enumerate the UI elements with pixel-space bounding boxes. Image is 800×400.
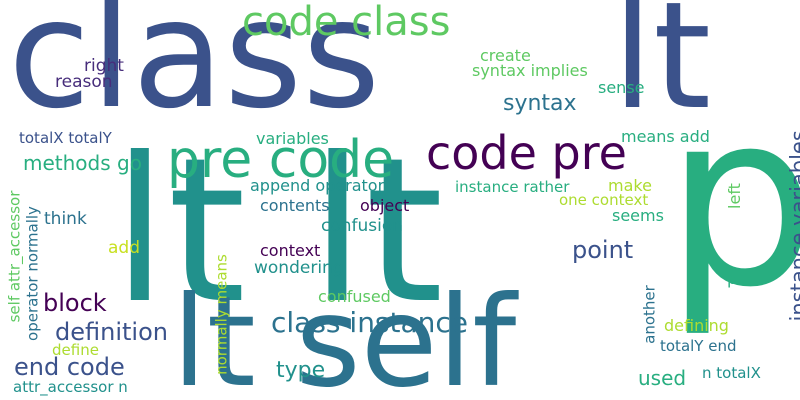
word-put: put	[727, 269, 754, 288]
word-block: block	[43, 289, 107, 317]
word-seems: seems	[612, 206, 664, 225]
word-lt-self: lt self	[172, 270, 517, 400]
word-define: define	[52, 341, 99, 359]
word-lt: lt	[612, 0, 712, 142]
word-append-operator: append operator	[250, 176, 385, 195]
word-another: another	[640, 285, 659, 344]
word-used: used	[638, 366, 687, 390]
word-point: point	[572, 236, 634, 264]
word-pre-code: pre code	[167, 130, 395, 190]
word-type: type	[276, 358, 326, 383]
word-instance-variables: instance variables	[786, 130, 800, 322]
word-lt-lt: lt lt	[112, 115, 444, 348]
word-one-context: one context	[559, 191, 649, 209]
word-make: make	[608, 176, 652, 195]
word-attr-accessor-n: attr_accessor n	[13, 378, 128, 396]
word-right: right	[84, 56, 124, 76]
word-code-pre: code pre	[426, 126, 627, 180]
word-variables: variables	[256, 129, 329, 148]
word-end-code: end code	[14, 353, 125, 381]
word-operator-normally: operator normally	[23, 206, 42, 341]
word-think: think	[44, 209, 87, 229]
word-class-instance: class instance	[271, 306, 469, 339]
word-add: add	[108, 238, 140, 258]
word-class: class	[8, 0, 381, 142]
word-totaly-end: totalY end	[660, 337, 737, 355]
word-contents: contents	[260, 196, 330, 215]
word-object: object	[360, 196, 410, 215]
word-create: create	[480, 46, 531, 65]
word-wondering: wondering	[254, 258, 344, 278]
word-context: context	[260, 241, 321, 260]
word-confused: confused	[318, 287, 391, 306]
word-defining: defining	[664, 316, 729, 335]
word-p: p	[665, 60, 800, 340]
word-n-totalx: n totalX	[702, 364, 761, 382]
word-instance-rather: instance rather	[455, 178, 570, 196]
word-syntax: syntax	[503, 91, 577, 116]
word-reason: reason	[55, 72, 113, 92]
word-means-add: means add	[621, 127, 710, 146]
word-normally-means: normally means	[212, 254, 231, 375]
word-syntax-implies: syntax implies	[472, 61, 588, 80]
word-left: left	[725, 183, 744, 209]
word-code-class: code class	[242, 0, 451, 45]
word-sense: sense	[598, 78, 645, 97]
word-confusion: confusion	[321, 216, 404, 236]
word-totalx-totaly: totalX totalY	[19, 129, 112, 147]
word-methods-go: methods go	[23, 151, 142, 175]
word-self-attr-accessor: self attr_accessor	[5, 190, 24, 323]
word-definition: definition	[55, 318, 168, 346]
